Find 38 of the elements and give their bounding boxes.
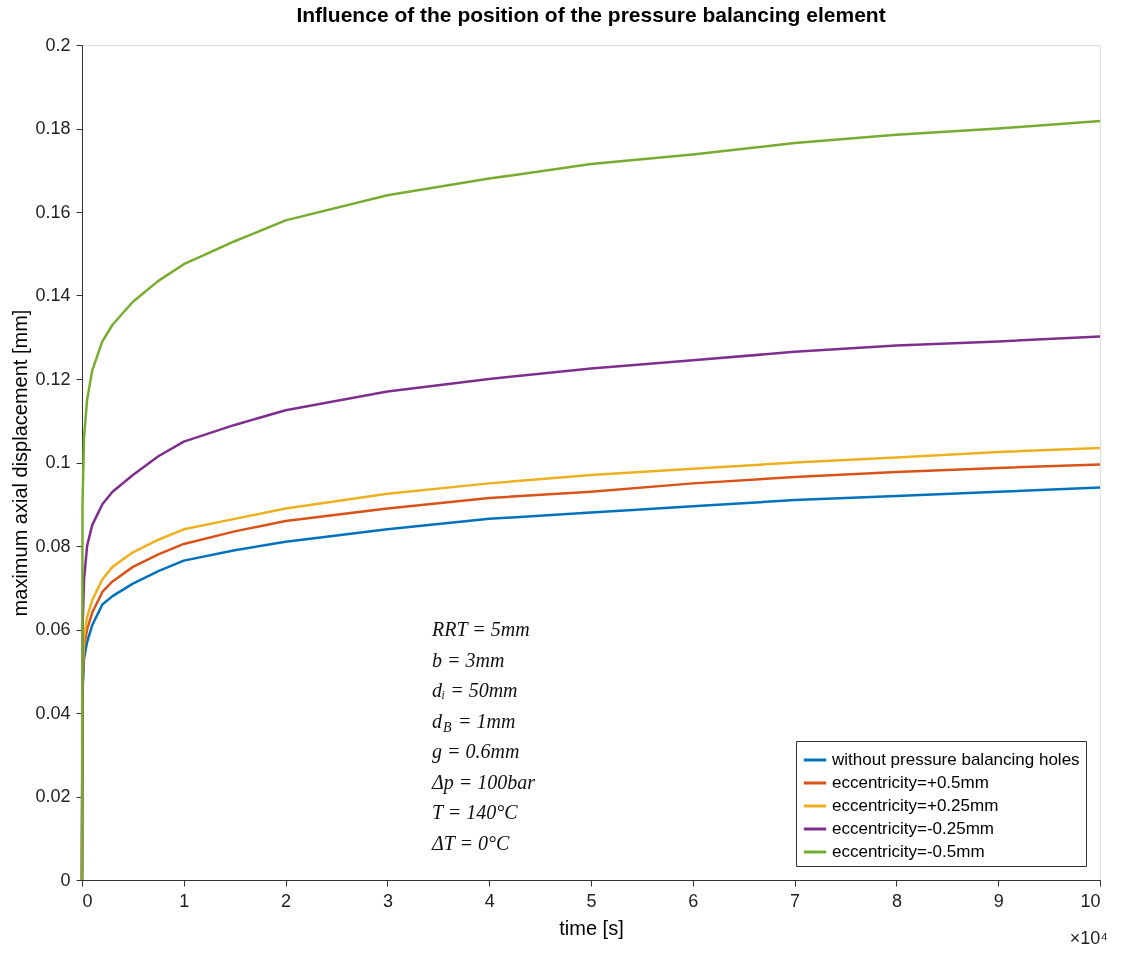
x-tick-label: 10 xyxy=(1080,890,1101,911)
x-tick-label: 3 xyxy=(382,890,393,911)
y-tick-label: 0.12 xyxy=(35,368,71,389)
y-tick-label: 0.02 xyxy=(35,786,71,806)
y-tick-label: 0.08 xyxy=(35,535,71,556)
annotation: dᵢ = 50mm xyxy=(432,679,518,701)
annotation: RRT = 5mm xyxy=(431,618,530,640)
x-tick-label: 7 xyxy=(790,890,801,911)
x-tick-label: 6 xyxy=(688,890,699,911)
x-axis-title: time [s] xyxy=(559,916,624,939)
x-tick-label: 9 xyxy=(993,890,1004,911)
legend-label: eccentricity=-0.5mm xyxy=(832,842,985,861)
y-tick-label: 0.14 xyxy=(35,285,71,305)
annotation: b = 3mm xyxy=(432,648,505,671)
chart-title: Influence of the position of the pressure balancing element xyxy=(296,3,886,26)
y-tick-label: 0.06 xyxy=(35,619,71,639)
y-tick-label: 0 xyxy=(60,869,71,890)
legend-label: eccentricity=+0.25mm xyxy=(832,796,999,815)
legend-label: without pressure balancing holes xyxy=(831,750,1080,769)
x-tick-label: 5 xyxy=(586,890,597,911)
legend-label: eccentricity=+0.5mm xyxy=(832,773,989,792)
annotation: Δp = 100bar xyxy=(431,770,536,794)
legend-label: eccentricity=-0.25mm xyxy=(832,819,995,838)
x-tick-label: 4 xyxy=(484,890,495,911)
x-tick-label: 2 xyxy=(281,890,292,911)
y-tick-label: 0.04 xyxy=(35,702,71,723)
y-tick-label: 0.18 xyxy=(35,118,71,138)
x-tick-label: 1 xyxy=(179,890,190,911)
x-tick-label: 0 xyxy=(82,890,93,911)
y-tick-label: 0.1 xyxy=(45,452,71,472)
text: ×10⁴ xyxy=(1069,928,1108,948)
x-tick-label: 8 xyxy=(891,890,902,911)
annotation: ΔT = 0°C xyxy=(431,831,510,854)
annotation: g = 0.6mm xyxy=(432,740,520,763)
y-axis-title: maximum axial displacement [mm] xyxy=(9,309,32,617)
annotation: T = 140°C xyxy=(432,801,519,823)
y-tick-label: 0.2 xyxy=(45,34,71,55)
y-tick-label: 0.16 xyxy=(35,201,71,222)
